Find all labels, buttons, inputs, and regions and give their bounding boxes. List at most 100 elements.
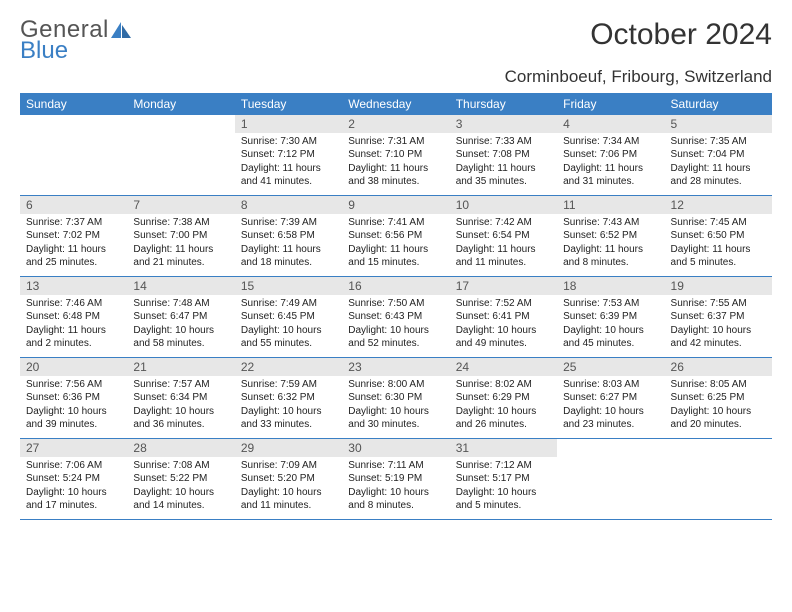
sunset-label: Sunset: [563, 230, 600, 241]
sunset-value: 6:36 PM [63, 392, 100, 403]
daylight-label: Daylight: [348, 244, 390, 255]
sunset-label: Sunset: [133, 473, 170, 484]
sunset-value: 6:54 PM [492, 230, 529, 241]
day-number: 7 [127, 196, 234, 214]
day-body: Sunrise: 7:52 AMSunset: 6:41 PMDaylight:… [450, 295, 557, 357]
weekday-header: Friday [557, 93, 664, 115]
sunset-value: 5:19 PM [385, 473, 422, 484]
sunrise-value: 8:02 AM [495, 379, 532, 390]
day-body: Sunrise: 7:48 AMSunset: 6:47 PMDaylight:… [127, 295, 234, 357]
sunrise-label: Sunrise: [348, 217, 387, 228]
sunset-label: Sunset: [456, 473, 493, 484]
day-body: Sunrise: 8:02 AMSunset: 6:29 PMDaylight:… [450, 376, 557, 438]
day-body: Sunrise: 8:05 AMSunset: 6:25 PMDaylight:… [665, 376, 772, 438]
sunrise-value: 7:38 AM [173, 217, 210, 228]
sunrise-label: Sunrise: [241, 298, 280, 309]
calendar-cell: 18Sunrise: 7:53 AMSunset: 6:39 PMDayligh… [557, 276, 664, 357]
sunset-value: 7:02 PM [63, 230, 100, 241]
calendar-cell [557, 438, 664, 519]
sunset-value: 7:08 PM [492, 149, 529, 160]
sunset-value: 6:39 PM [600, 311, 637, 322]
day-number: 24 [450, 358, 557, 376]
sunrise-label: Sunrise: [241, 217, 280, 228]
sunrise-value: 7:30 AM [280, 136, 317, 147]
sunrise-label: Sunrise: [456, 460, 495, 471]
calendar-cell: 16Sunrise: 7:50 AMSunset: 6:43 PMDayligh… [342, 276, 449, 357]
sunset-value: 6:25 PM [707, 392, 744, 403]
sunset-label: Sunset: [671, 311, 708, 322]
daylight-label: Daylight: [456, 487, 498, 498]
sunrise-value: 7:57 AM [173, 379, 210, 390]
day-number: 14 [127, 277, 234, 295]
weekday-header: Tuesday [235, 93, 342, 115]
sunrise-label: Sunrise: [456, 298, 495, 309]
sunset-label: Sunset: [671, 230, 708, 241]
sunset-value: 5:17 PM [492, 473, 529, 484]
day-body: Sunrise: 7:33 AMSunset: 7:08 PMDaylight:… [450, 133, 557, 195]
sunrise-value: 7:56 AM [65, 379, 102, 390]
sunrise-value: 7:42 AM [495, 217, 532, 228]
daylight-label: Daylight: [563, 406, 605, 417]
sunset-value: 6:27 PM [600, 392, 637, 403]
sunrise-value: 8:00 AM [388, 379, 425, 390]
daylight-label: Daylight: [563, 163, 605, 174]
day-number: 22 [235, 358, 342, 376]
sunset-value: 6:52 PM [600, 230, 637, 241]
calendar-cell: 2Sunrise: 7:31 AMSunset: 7:10 PMDaylight… [342, 115, 449, 196]
calendar-cell [127, 115, 234, 196]
day-number: 29 [235, 439, 342, 457]
month-title: October 2024 [590, 18, 772, 52]
sunrise-label: Sunrise: [348, 298, 387, 309]
calendar-cell: 3Sunrise: 7:33 AMSunset: 7:08 PMDaylight… [450, 115, 557, 196]
sunrise-label: Sunrise: [133, 460, 172, 471]
daylight-label: Daylight: [348, 487, 390, 498]
day-number: 28 [127, 439, 234, 457]
sunrise-value: 7:52 AM [495, 298, 532, 309]
day-number: 27 [20, 439, 127, 457]
sunrise-value: 7:41 AM [388, 217, 425, 228]
calendar-cell: 4Sunrise: 7:34 AMSunset: 7:06 PMDaylight… [557, 115, 664, 196]
daylight-label: Daylight: [26, 406, 68, 417]
sunrise-label: Sunrise: [133, 217, 172, 228]
daylight-label: Daylight: [133, 487, 175, 498]
sunrise-value: 7:39 AM [280, 217, 317, 228]
day-body: Sunrise: 7:56 AMSunset: 6:36 PMDaylight:… [20, 376, 127, 438]
sunrise-label: Sunrise: [26, 217, 65, 228]
day-body: Sunrise: 8:00 AMSunset: 6:30 PMDaylight:… [342, 376, 449, 438]
day-body: Sunrise: 7:41 AMSunset: 6:56 PMDaylight:… [342, 214, 449, 276]
sunset-label: Sunset: [348, 230, 385, 241]
calendar-cell: 15Sunrise: 7:49 AMSunset: 6:45 PMDayligh… [235, 276, 342, 357]
sunset-value: 6:50 PM [707, 230, 744, 241]
daylight-label: Daylight: [133, 325, 175, 336]
sunrise-value: 7:49 AM [280, 298, 317, 309]
sunset-label: Sunset: [241, 392, 278, 403]
day-number: 18 [557, 277, 664, 295]
sunset-label: Sunset: [456, 230, 493, 241]
sunrise-label: Sunrise: [348, 136, 387, 147]
sunrise-value: 7:09 AM [280, 460, 317, 471]
calendar-cell: 13Sunrise: 7:46 AMSunset: 6:48 PMDayligh… [20, 276, 127, 357]
sunset-value: 7:12 PM [278, 149, 315, 160]
daylight-label: Daylight: [563, 244, 605, 255]
sunrise-value: 8:05 AM [710, 379, 747, 390]
calendar-cell: 27Sunrise: 7:06 AMSunset: 5:24 PMDayligh… [20, 438, 127, 519]
calendar-cell [20, 115, 127, 196]
day-body: Sunrise: 7:45 AMSunset: 6:50 PMDaylight:… [665, 214, 772, 276]
sunset-label: Sunset: [563, 149, 600, 160]
daylight-label: Daylight: [456, 244, 498, 255]
sunset-label: Sunset: [241, 311, 278, 322]
calendar-cell: 22Sunrise: 7:59 AMSunset: 6:32 PMDayligh… [235, 357, 342, 438]
day-number: 30 [342, 439, 449, 457]
sunset-label: Sunset: [456, 149, 493, 160]
calendar-cell: 1Sunrise: 7:30 AMSunset: 7:12 PMDaylight… [235, 115, 342, 196]
day-number: 26 [665, 358, 772, 376]
sunset-value: 5:24 PM [63, 473, 100, 484]
sunset-value: 6:32 PM [278, 392, 315, 403]
day-number: 3 [450, 115, 557, 133]
sunset-value: 7:10 PM [385, 149, 422, 160]
sunrise-label: Sunrise: [241, 379, 280, 390]
sunrise-value: 7:48 AM [173, 298, 210, 309]
sunrise-value: 7:37 AM [65, 217, 102, 228]
day-number: 31 [450, 439, 557, 457]
sunset-value: 6:34 PM [170, 392, 207, 403]
